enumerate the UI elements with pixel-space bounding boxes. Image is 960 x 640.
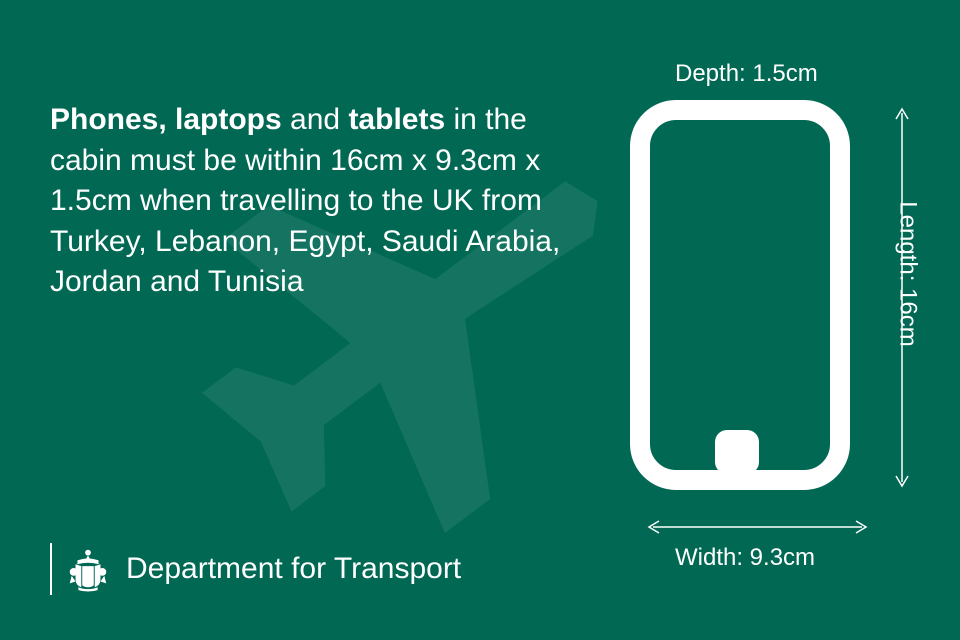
royal-crest-icon <box>64 545 112 593</box>
headline-bold-1: Phones, laptops <box>50 103 282 136</box>
headline-bold-2: tablets <box>348 103 445 136</box>
depth-label: Depth: 1.5cm <box>675 60 818 88</box>
footer: Department for Transport <box>50 543 461 595</box>
phone-icon <box>620 100 860 500</box>
headline-text: Phones, laptops and tablets in the cabin… <box>50 100 570 303</box>
headline-mid: and <box>282 103 349 136</box>
department-name: Department for Transport <box>126 552 461 586</box>
width-arrow <box>645 519 870 535</box>
length-label: Length: 16cm <box>893 201 921 346</box>
width-label: Width: 9.3cm <box>675 544 815 572</box>
footer-divider <box>50 543 52 595</box>
phone-diagram: Depth: 1.5cm Length: 16cm Width: 9.3cm <box>620 60 910 530</box>
